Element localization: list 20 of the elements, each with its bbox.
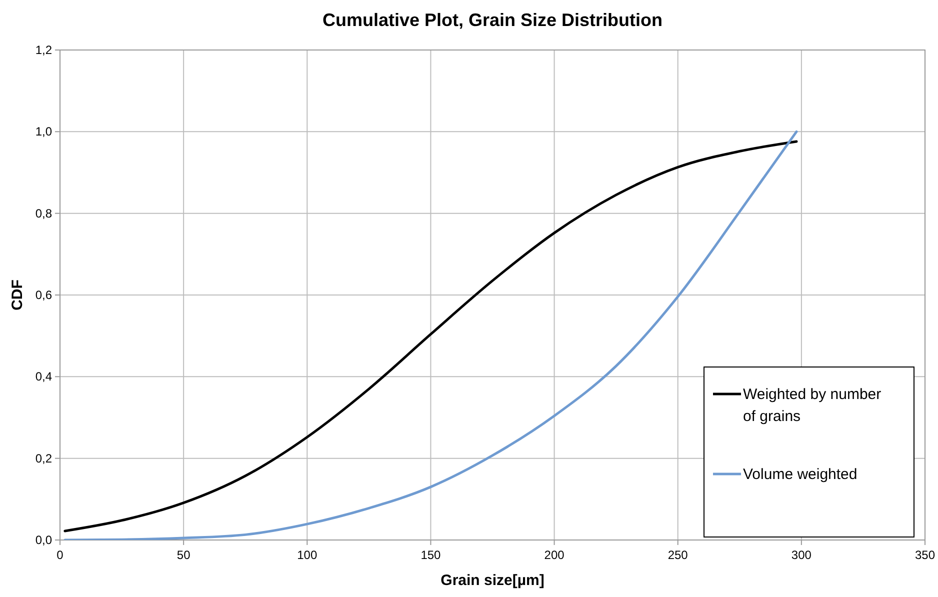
y-tick-label: 0,4 [35,370,52,384]
x-tick-label: 350 [914,548,936,562]
x-tick-label: 100 [297,548,318,562]
x-tick-label: 250 [668,548,688,562]
x-tick-label: 0 [56,548,64,562]
legend-label: Weighted by number of grains [743,386,882,425]
y-tick-label: 1,0 [35,124,52,139]
x-tick-label: 50 [176,548,191,562]
legend-label: Volume weighted [743,466,858,483]
y-tick-label: 0,6 [35,288,52,302]
x-tick-label: 200 [544,548,565,562]
y-tick-label: 0,2 [35,451,52,466]
chart-title: Cumulative Plot, Grain Size Distribution [322,10,663,30]
y-tick-label: 0,0 [35,533,52,547]
y-tick-label: 0,8 [35,206,52,220]
x-axis-title: Grain size[µm] [440,572,544,589]
x-tick-label: 150 [420,548,442,562]
y-tick-label: 1,2 [35,43,52,57]
y-axis-title: CDF [9,280,26,310]
x-tick-label: 300 [791,548,812,562]
